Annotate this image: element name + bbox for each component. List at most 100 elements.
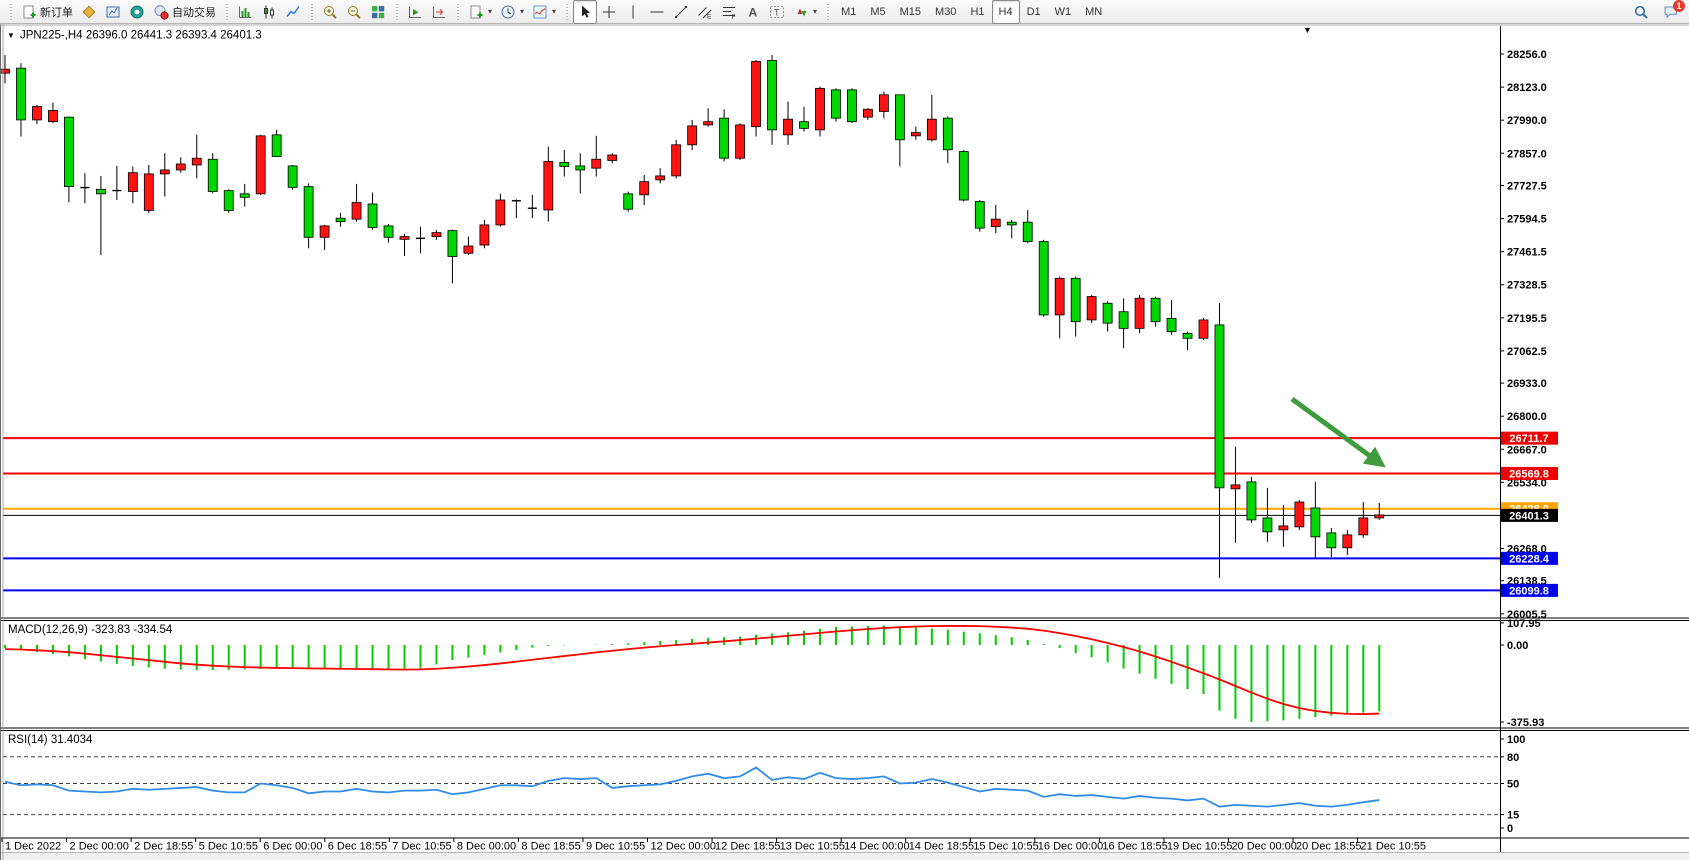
chart-end-marker-icon[interactable]: ▼ <box>1303 25 1312 35</box>
svg-text:0: 0 <box>1507 823 1513 835</box>
rsi-line <box>4 766 1380 808</box>
crosshair-button[interactable] <box>597 0 621 24</box>
toolbar-group-grip <box>223 3 230 20</box>
svg-text:12 Dec 00:00: 12 Dec 00:00 <box>651 841 716 853</box>
text-button[interactable]: A <box>741 0 765 24</box>
dropdown-caret-icon[interactable]: ▾ <box>520 7 525 16</box>
timeframe-m5-button[interactable]: M5 <box>870 5 886 18</box>
svg-text:26569.8: 26569.8 <box>1509 468 1549 480</box>
arrows-icon <box>793 4 809 20</box>
market-watch-icon <box>105 4 121 20</box>
autotrading-button[interactable]: 自动交易 <box>149 0 220 24</box>
market-watch-button[interactable] <box>101 0 125 24</box>
new-order-label: 新订单 <box>40 6 73 19</box>
svg-text:E: E <box>707 13 712 20</box>
svg-text:8 Dec 00:00: 8 Dec 00:00 <box>457 841 516 853</box>
chart-shift-button[interactable] <box>427 0 451 24</box>
candles-layer <box>0 54 1385 578</box>
text-icon: A <box>745 4 761 20</box>
toolbar-group-grip <box>393 3 400 20</box>
chat-icon: 1 <box>1663 0 1685 20</box>
svg-text:F: F <box>732 14 736 20</box>
bar-chart-icon <box>237 4 253 20</box>
auto-scroll-button[interactable] <box>403 0 427 24</box>
bar-chart-button[interactable] <box>233 0 257 24</box>
metaeditor-button[interactable] <box>77 0 101 24</box>
svg-text:20 Dec 18:55: 20 Dec 18:55 <box>1296 841 1361 853</box>
new-chart-button[interactable]: ▾ <box>464 0 496 24</box>
fibonacci-button[interactable]: F <box>717 0 741 24</box>
timeframe-w1-button[interactable]: W1 <box>1054 5 1072 18</box>
line-chart-icon <box>285 4 301 20</box>
tile-windows-button[interactable] <box>366 0 390 24</box>
svg-text:26667.0: 26667.0 <box>1507 444 1547 456</box>
svg-text:26228.4: 26228.4 <box>1509 553 1550 565</box>
price-level-badge: 26569.8 <box>1501 466 1558 480</box>
timeframe-mn-button[interactable]: MN <box>1085 5 1103 18</box>
notification-badge: 1 <box>1673 0 1685 12</box>
svg-text:0.00: 0.00 <box>1507 640 1528 652</box>
current-price-badge: 26401.3 <box>1501 508 1558 522</box>
chart-canvas[interactable]: 28256.0 28123.0 27990.0 27857.0 27727.5 27594… <box>0 24 1689 860</box>
navigator-icon <box>129 4 145 20</box>
text-label-icon: T <box>769 4 785 20</box>
timeframe-m15-button[interactable]: M15 <box>899 5 922 18</box>
svg-text:-375.93: -375.93 <box>1507 717 1544 729</box>
line-chart-button[interactable] <box>281 0 305 24</box>
new-chart-icon <box>468 4 484 20</box>
svg-text:26401.3: 26401.3 <box>1509 510 1549 522</box>
navigator-button[interactable] <box>125 0 149 24</box>
svg-text:15 Dec 10:55: 15 Dec 10:55 <box>973 841 1038 853</box>
svg-text:28256.0: 28256.0 <box>1507 49 1547 61</box>
cursor-button[interactable] <box>573 0 598 24</box>
rsi-layer: 100 80 50 150 <box>3 734 1525 835</box>
candlestick-icon <box>261 4 277 20</box>
zoom-in-button[interactable] <box>318 0 342 24</box>
svg-text:1 Dec 2022: 1 Dec 2022 <box>5 841 61 853</box>
svg-text:19 Dec 10:55: 19 Dec 10:55 <box>1167 841 1232 853</box>
svg-text:T: T <box>774 7 780 17</box>
timeframe-m1-button[interactable]: M1 <box>841 5 857 18</box>
candlestick-button[interactable] <box>257 0 281 24</box>
indicators-button[interactable]: ▾ <box>528 0 560 24</box>
svg-text:27727.5: 27727.5 <box>1507 180 1547 192</box>
new-order-button[interactable]: 新订单 <box>17 0 77 24</box>
symbol-dropdown-icon[interactable]: ▼ <box>7 31 15 40</box>
channel-button[interactable]: E <box>693 0 717 24</box>
auto-scroll-icon <box>407 4 423 20</box>
toolbar-group-grip <box>824 3 832 20</box>
vline-button[interactable] <box>621 0 645 24</box>
zoom-out-button[interactable] <box>342 0 366 24</box>
svg-text:107.95: 107.95 <box>1507 618 1541 630</box>
svg-text:8 Dec 18:55: 8 Dec 18:55 <box>521 841 580 853</box>
hline-button[interactable] <box>645 0 669 24</box>
svg-text:27594.5: 27594.5 <box>1507 214 1547 226</box>
timeframe-h1-button[interactable]: H1 <box>970 5 985 18</box>
clock-button[interactable]: ▾ <box>496 0 528 24</box>
arrows-button[interactable]: ▾ <box>789 0 821 24</box>
svg-text:27195.5: 27195.5 <box>1507 313 1547 325</box>
svg-text:27990.0: 27990.0 <box>1507 115 1547 127</box>
svg-text:80: 80 <box>1507 752 1519 764</box>
search-button[interactable] <box>1629 0 1653 24</box>
text-label-button[interactable]: T <box>765 0 789 24</box>
trendline-button[interactable] <box>669 0 693 24</box>
svg-text:A: A <box>749 5 758 19</box>
timeframe-m30-button[interactable]: M30 <box>935 5 957 18</box>
svg-text:50: 50 <box>1507 779 1519 791</box>
dropdown-caret-icon[interactable]: ▾ <box>552 7 557 16</box>
toolbar-group-grip <box>7 3 14 20</box>
svg-text:26099.8: 26099.8 <box>1509 585 1549 597</box>
svg-text:13 Dec 10:55: 13 Dec 10:55 <box>780 841 845 853</box>
timeframe-d1-button[interactable]: D1 <box>1026 5 1041 18</box>
time-axis[interactable]: 1 Dec 2022 2 Dec 00:00 2 Dec 18:55 5 Dec 10… <box>1 838 1426 853</box>
search-icon <box>1633 4 1649 20</box>
toolbar: 新订单 自动交易 ▾ ▾ ▾ E F A T ▾ M1 M5 M15 M30 H1 H4 D1 W1 MN 1 <box>0 0 1689 24</box>
dropdown-caret-icon[interactable]: ▾ <box>813 7 818 16</box>
hline-icon <box>649 4 665 20</box>
dropdown-caret-icon[interactable]: ▾ <box>488 7 493 16</box>
chat-button[interactable]: 1 <box>1659 0 1685 24</box>
timeframe-h4-button[interactable]: H4 <box>991 0 1020 24</box>
trend-arrow-annotation[interactable] <box>1290 396 1386 468</box>
svg-text:9 Dec 10:55: 9 Dec 10:55 <box>586 841 645 853</box>
